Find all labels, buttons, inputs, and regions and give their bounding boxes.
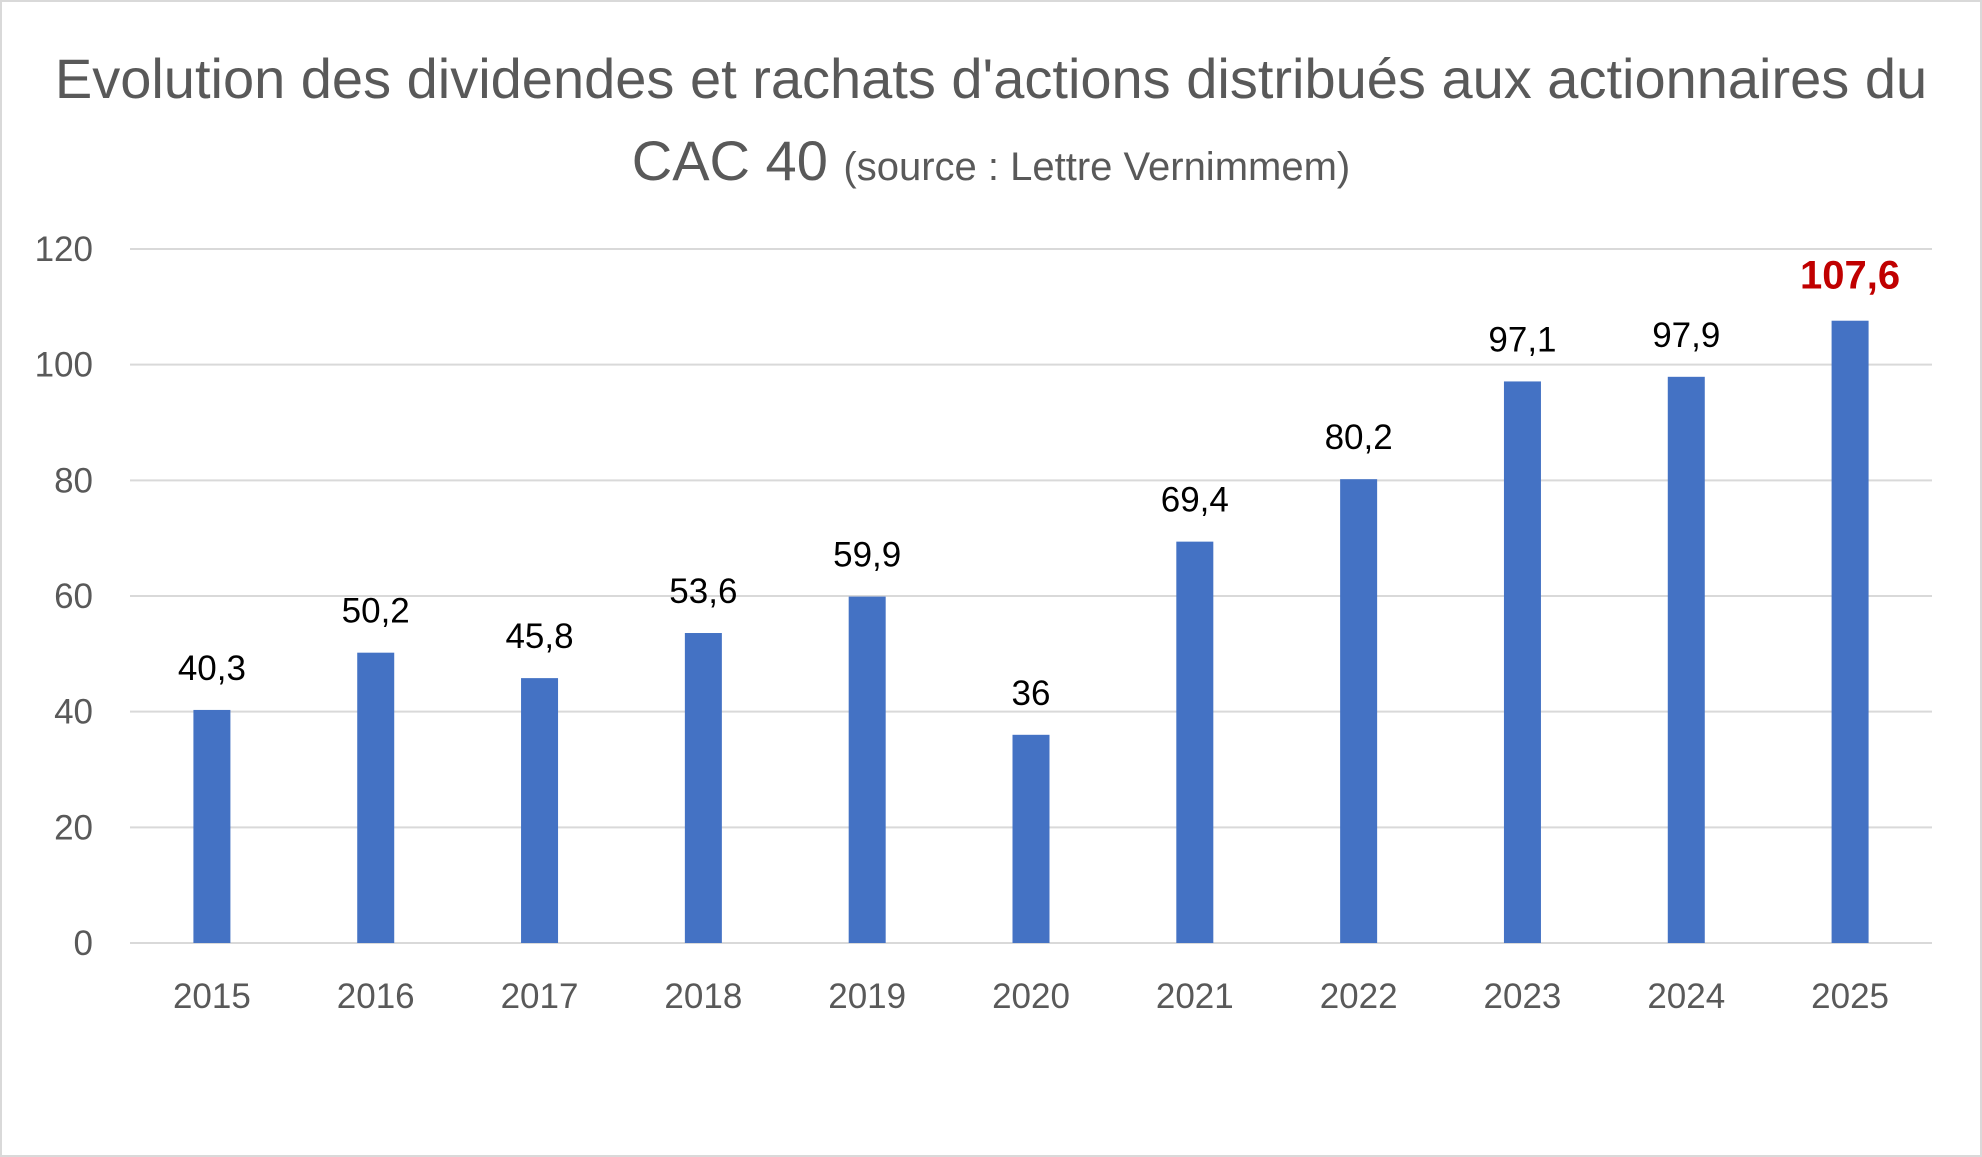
chart-subtitle: (source : Lettre Vernimmem) xyxy=(843,145,1351,189)
bar-2015 xyxy=(193,709,231,943)
bar-2017 xyxy=(521,678,559,943)
data-label-2019: 59,9 xyxy=(833,536,901,575)
chart-title-text: Evolution des dividendes et rachats d'ac… xyxy=(54,47,1928,192)
bars xyxy=(193,320,1869,944)
y-tick-label: 60 xyxy=(54,577,93,616)
y-tick-label: 40 xyxy=(54,693,93,732)
bar-2019 xyxy=(848,596,886,943)
bar-2021 xyxy=(1176,541,1214,943)
data-label-2015: 40,3 xyxy=(178,649,246,688)
data-label-2022: 80,2 xyxy=(1325,418,1393,457)
data-label-2023: 97,1 xyxy=(1488,320,1556,359)
x-tick-label-2024: 2024 xyxy=(1647,977,1725,1016)
y-tick-label: 20 xyxy=(54,808,93,847)
x-tick-label-2025: 2025 xyxy=(1811,977,1889,1016)
bar-2018 xyxy=(684,633,722,943)
x-tick-label-2020: 2020 xyxy=(992,977,1070,1016)
x-tick-label-2019: 2019 xyxy=(828,977,906,1016)
bar-2023 xyxy=(1503,381,1541,943)
x-tick-label-2016: 2016 xyxy=(337,977,415,1016)
chart-title: Evolution des dividendes et rachats d'ac… xyxy=(0,38,1982,208)
x-tick-label-2017: 2017 xyxy=(501,977,579,1016)
data-label-2024: 97,9 xyxy=(1652,316,1720,355)
y-tick-label: 80 xyxy=(54,461,93,500)
x-tick-label-2021: 2021 xyxy=(1156,977,1234,1016)
y-axis-ticks: 0 20 40 60 80 100 120 xyxy=(35,230,93,963)
bar-2020 xyxy=(1012,734,1050,943)
bar-2024 xyxy=(1667,376,1705,944)
data-label-2016: 50,2 xyxy=(342,592,410,631)
data-label-2018: 53,6 xyxy=(669,572,737,611)
y-tick-label: 100 xyxy=(35,346,93,385)
y-tick-label: 0 xyxy=(74,924,93,963)
bar-2022 xyxy=(1340,479,1378,943)
bar-2025 xyxy=(1831,320,1869,943)
data-label-2025: 107,6 xyxy=(1800,254,1900,298)
data-label-2017: 45,8 xyxy=(505,617,573,656)
y-tick-label: 120 xyxy=(35,230,93,269)
x-tick-label-2022: 2022 xyxy=(1320,977,1398,1016)
x-tick-label-2015: 2015 xyxy=(173,977,251,1016)
x-tick-label-2018: 2018 xyxy=(664,977,742,1016)
x-tick-label-2023: 2023 xyxy=(1484,977,1562,1016)
data-label-2021: 69,4 xyxy=(1161,481,1229,520)
data-labels: 40,3 50,2 45,8 53,6 59,9 36 69,4 80,2 97,1 97,9 10… xyxy=(178,254,1900,713)
bar-2016 xyxy=(357,652,395,943)
x-axis-ticks: 2015 2016 2017 2018 2019 2020 2021 2022 2023 2024… xyxy=(173,977,1889,1016)
data-label-2020: 36 xyxy=(1012,674,1051,713)
